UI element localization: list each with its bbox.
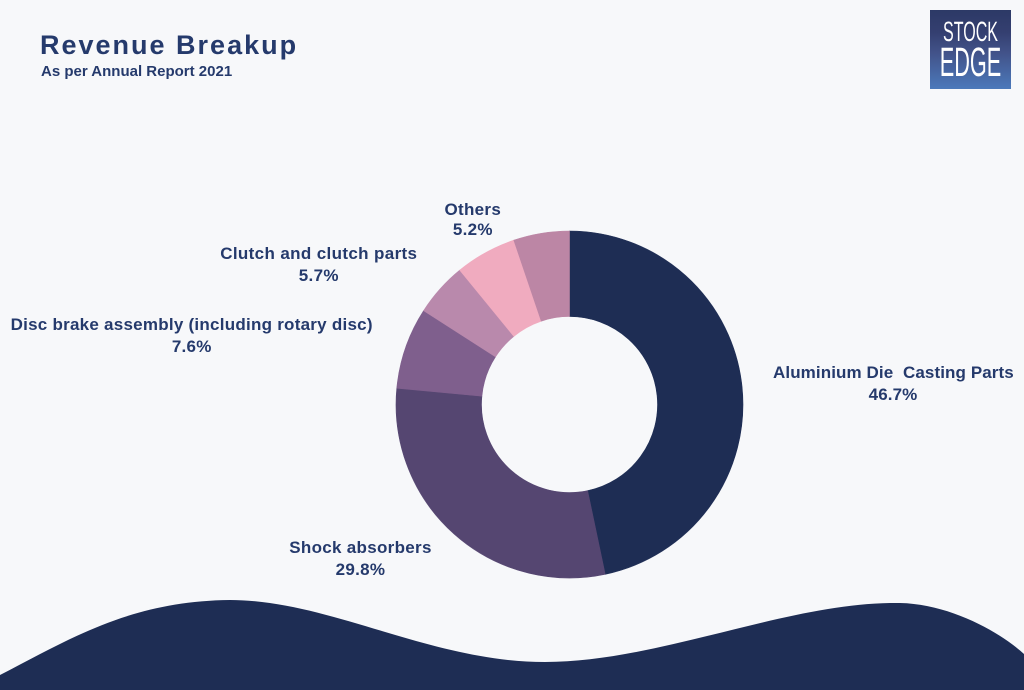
svg-text:EDGE: EDGE: [940, 39, 1002, 85]
svg-text:STOCK: STOCK: [943, 16, 998, 47]
